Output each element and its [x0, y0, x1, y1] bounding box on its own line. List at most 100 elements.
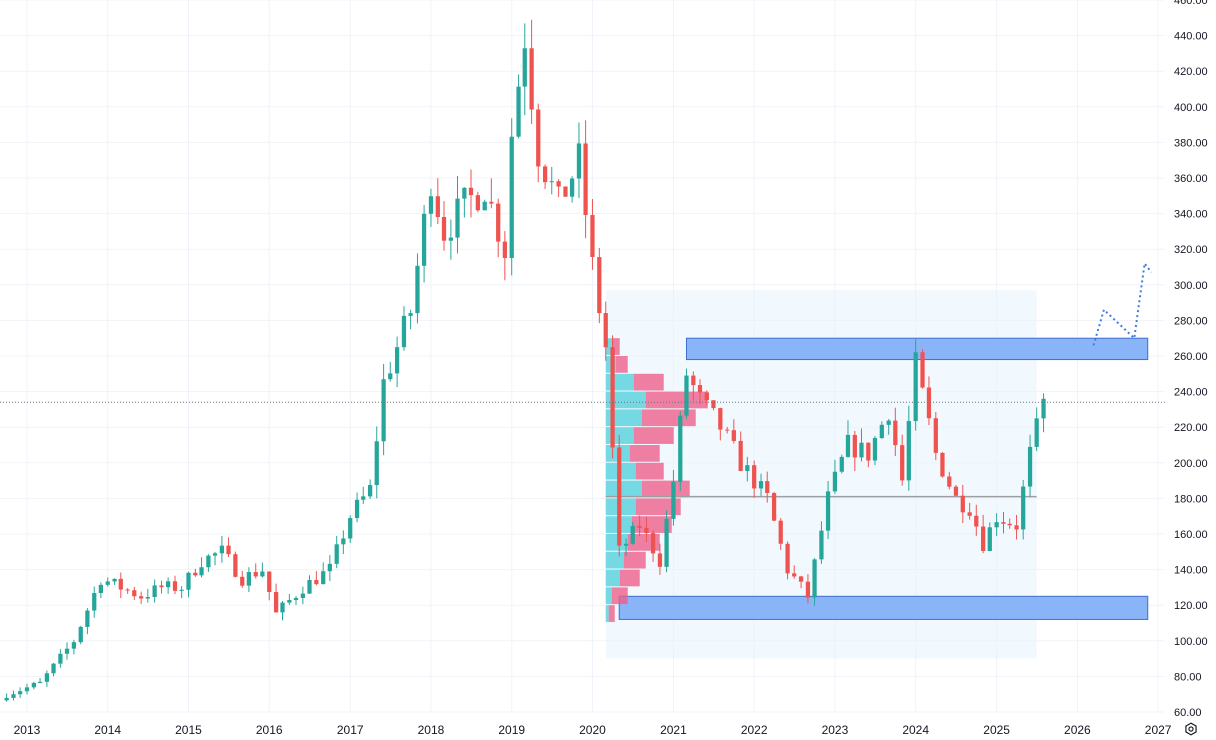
- candle-down: [597, 257, 602, 314]
- volume-profile-down: [641, 480, 690, 498]
- candle-up: [64, 648, 70, 654]
- candle-up: [374, 441, 379, 486]
- volume-profile-up: [605, 551, 624, 569]
- candle-up: [321, 571, 326, 585]
- candle-down: [650, 533, 656, 554]
- candle-down: [240, 576, 245, 586]
- candle-down: [132, 590, 137, 597]
- candle-up: [354, 499, 360, 519]
- candle-up: [462, 187, 467, 199]
- candle-up: [455, 198, 460, 238]
- candle-down: [468, 187, 474, 196]
- candle-up: [112, 578, 117, 582]
- candle-down: [725, 429, 730, 431]
- y-tick-label: 280.00: [1174, 315, 1208, 327]
- candle-up: [482, 201, 487, 211]
- candle-down: [233, 554, 238, 577]
- candle-down: [718, 408, 723, 430]
- candle-up: [421, 213, 427, 266]
- candle-down: [644, 527, 649, 534]
- volume-profile-up: [605, 534, 628, 551]
- y-tick-label: 200.00: [1174, 458, 1208, 470]
- candle-down: [940, 452, 945, 477]
- y-tick-label: 60.00: [1174, 707, 1202, 719]
- candle-up: [24, 687, 30, 692]
- candle-down: [637, 525, 642, 528]
- x-tick-label: 2019: [498, 723, 525, 737]
- candle-up: [886, 420, 891, 425]
- candle-down: [496, 203, 501, 242]
- candle-down: [900, 445, 905, 481]
- gear-icon: [1185, 722, 1197, 736]
- x-tick-label: 2013: [14, 723, 41, 737]
- candle-up: [415, 265, 420, 314]
- volume-profile-down: [645, 391, 708, 409]
- candle-up: [664, 518, 669, 567]
- candle-up: [1034, 418, 1039, 447]
- volume-profile-down: [619, 569, 640, 587]
- candle-down: [139, 596, 144, 599]
- candle-up: [825, 491, 831, 531]
- candle-up: [78, 626, 83, 643]
- candle-up: [152, 585, 157, 598]
- candle-up: [388, 373, 393, 380]
- candle-up: [71, 642, 77, 649]
- candle-up: [516, 86, 521, 137]
- volume-profile-up: [605, 569, 620, 587]
- y-tick-label: 140.00: [1174, 565, 1208, 577]
- candle-up: [671, 481, 676, 519]
- candle-down: [226, 545, 231, 555]
- volume-profile-down: [611, 587, 628, 605]
- candle-up: [293, 597, 299, 601]
- candle-up: [166, 581, 171, 588]
- y-tick-label: 420.00: [1174, 66, 1208, 78]
- candle-up: [684, 375, 689, 416]
- x-tick-label: 2015: [175, 723, 202, 737]
- candle-up: [11, 694, 16, 698]
- candle-down: [792, 573, 797, 577]
- volume-profile-up: [605, 338, 612, 355]
- candle-down: [556, 181, 561, 187]
- candle-up: [859, 442, 864, 458]
- volume-profile-up: [605, 373, 634, 391]
- candle-up: [448, 237, 453, 241]
- candle-up: [327, 563, 332, 572]
- candle-up: [85, 610, 90, 627]
- volume-profile-up: [605, 427, 634, 444]
- x-tick-label: 2014: [94, 723, 121, 737]
- candle-down: [738, 440, 743, 471]
- candle-up: [98, 584, 104, 594]
- volume-profile-down: [631, 516, 672, 533]
- y-tick-label: 360.00: [1174, 173, 1208, 185]
- candle-down: [947, 476, 952, 487]
- candles: [4, 19, 1046, 702]
- y-tick-label: 120.00: [1174, 600, 1208, 612]
- volume-profile-up: [605, 480, 642, 498]
- candle-up: [913, 352, 918, 422]
- candle-down: [502, 241, 507, 258]
- candle-up: [37, 681, 43, 683]
- candle-up: [206, 555, 211, 568]
- candle-up: [408, 313, 413, 316]
- candle-up: [280, 602, 285, 613]
- candle-down: [253, 572, 258, 577]
- settings-button[interactable]: [1182, 720, 1200, 738]
- candle-up: [522, 48, 527, 87]
- candle-up: [832, 471, 838, 492]
- candle-up: [51, 663, 56, 674]
- candle-up: [401, 315, 407, 348]
- x-tick-label: 2016: [256, 723, 283, 737]
- y-tick-label: 160.00: [1174, 529, 1208, 541]
- candle-down: [866, 442, 871, 461]
- candle-up: [186, 572, 191, 590]
- x-tick-label: 2025: [983, 723, 1010, 737]
- volume-profile-down: [633, 373, 664, 391]
- volume-profile-down: [629, 445, 660, 462]
- candle-down: [1001, 522, 1006, 524]
- candle-down: [583, 143, 588, 216]
- candle-up: [334, 544, 339, 564]
- volume-profile-up: [605, 409, 642, 427]
- candle-down: [314, 579, 319, 585]
- candle-down: [529, 48, 534, 110]
